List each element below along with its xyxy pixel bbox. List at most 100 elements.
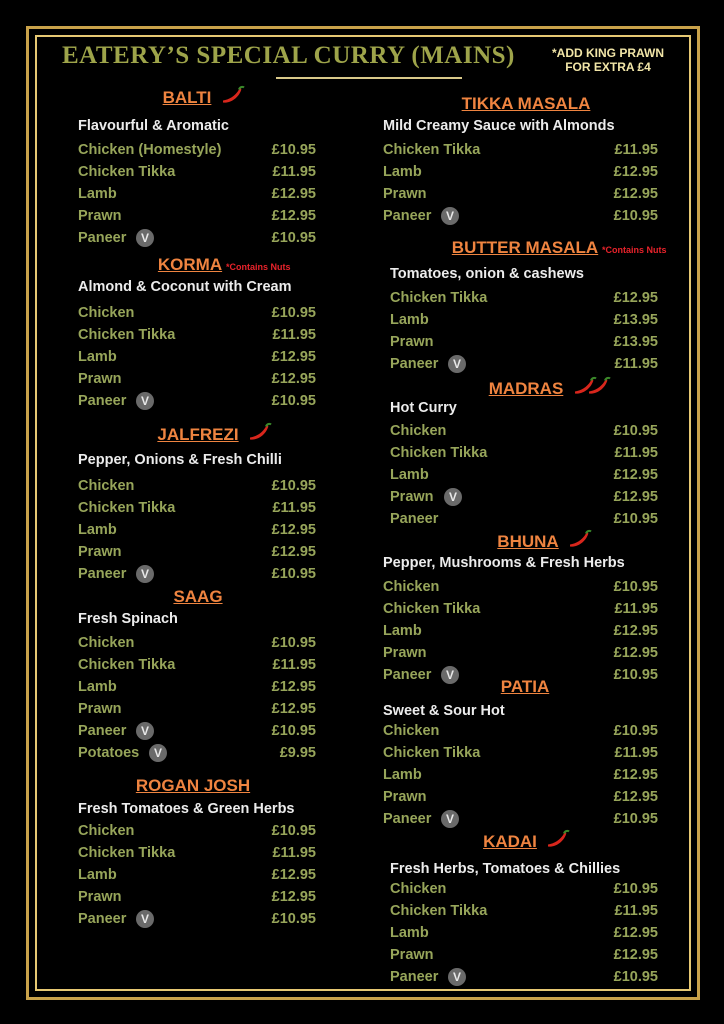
item-price: £12.95	[613, 645, 658, 661]
item-name: Lamb	[78, 349, 117, 365]
section-heading: KADAI	[483, 832, 537, 851]
item-price: £12.95	[613, 767, 658, 783]
item-price: £10.95	[271, 823, 316, 839]
section-heading: BHUNA	[497, 532, 559, 551]
item-price: £12.95	[613, 290, 658, 306]
veg-badge: V	[444, 488, 462, 506]
item-name: Chicken	[78, 635, 135, 651]
item-price: £9.95	[279, 745, 316, 761]
item-price: £12.95	[613, 186, 658, 202]
item-name: Paneer	[78, 566, 127, 582]
item-name: Prawn	[383, 645, 427, 661]
section-heading: TIKKA MASALA	[461, 94, 591, 113]
item-price: £11.95	[272, 327, 316, 343]
item-name: Chicken	[78, 478, 135, 494]
item-name: Paneer	[383, 811, 432, 827]
chilli-icon	[247, 422, 273, 448]
item-price: £11.95	[272, 845, 316, 861]
item-price: £10.95	[613, 423, 658, 439]
item-name: Prawn	[390, 489, 434, 505]
item-price: £10.95	[613, 881, 658, 897]
item-price: £10.95	[271, 566, 316, 582]
veg-badge: V	[149, 744, 167, 762]
section-heading: SAAG	[173, 587, 223, 606]
king-prawn-note: *ADD KING PRAWN FOR EXTRA £4	[548, 46, 668, 74]
item-price: £10.95	[271, 393, 316, 409]
item-price: £11.95	[614, 356, 658, 372]
item-name: Paneer	[383, 208, 432, 224]
item-name: Chicken Tikka	[383, 601, 481, 617]
item-price: £12.95	[271, 371, 316, 387]
item-name: Lamb	[390, 925, 429, 941]
section-subtitle: Fresh Tomatoes & Green Herbs	[78, 801, 295, 817]
section-heading: BUTTER MASALA	[451, 238, 599, 257]
item-name: Chicken Tikka	[390, 903, 488, 919]
outer-frame	[26, 26, 700, 1000]
item-name: Chicken Tikka	[390, 445, 488, 461]
item-name: Lamb	[78, 186, 117, 202]
item-price: £12.95	[613, 947, 658, 963]
item-name: Lamb	[383, 767, 422, 783]
section-heading: PATIA	[500, 677, 550, 696]
item-name: Prawn	[383, 186, 427, 202]
item-price: £11.95	[614, 745, 658, 761]
item-name: Chicken Tikka	[78, 657, 176, 673]
item-price: £12.95	[271, 186, 316, 202]
item-name: Prawn	[78, 544, 122, 560]
item-name: Paneer	[390, 356, 439, 372]
section-subtitle: Mild Creamy Sauce with Almonds	[383, 118, 615, 134]
item-name: Chicken Tikka	[78, 845, 176, 861]
item-name: Chicken	[78, 305, 135, 321]
item-price: £10.95	[271, 478, 316, 494]
item-name: Chicken Tikka	[78, 327, 176, 343]
item-price: £10.95	[613, 811, 658, 827]
item-price: £12.95	[271, 349, 316, 365]
section-subtitle: Hot Curry	[390, 400, 457, 416]
item-name: Chicken	[383, 579, 440, 595]
item-name: Paneer	[78, 911, 127, 927]
item-name: Prawn	[78, 371, 122, 387]
veg-badge: V	[136, 229, 154, 247]
nuts-note: *Contains Nuts	[226, 262, 291, 272]
item-price: £12.95	[271, 679, 316, 695]
item-price: £13.95	[613, 312, 658, 328]
item-name: Paneer	[383, 667, 432, 683]
chilli-icon	[567, 529, 593, 555]
item-price: £12.95	[271, 522, 316, 538]
item-price: £12.95	[613, 467, 658, 483]
item-name: Lamb	[78, 679, 117, 695]
section-subtitle: Flavourful & Aromatic	[78, 118, 229, 134]
item-price: £12.95	[271, 544, 316, 560]
section-subtitle: Almond & Coconut with Cream	[78, 279, 292, 295]
veg-badge: V	[448, 968, 466, 986]
item-price: £10.95	[613, 511, 658, 527]
chilli-icon	[586, 376, 612, 402]
item-name: Chicken	[390, 423, 447, 439]
item-price: £11.95	[614, 903, 658, 919]
chilli-icon	[545, 829, 571, 855]
item-name: Paneer	[78, 230, 127, 246]
item-name: Chicken Tikka	[78, 164, 176, 180]
item-name: Chicken	[390, 881, 447, 897]
veg-badge: V	[136, 722, 154, 740]
item-name: Paneer	[390, 969, 439, 985]
item-price: £10.95	[271, 230, 316, 246]
item-name: Paneer	[390, 511, 439, 527]
menu-title: EATERY’S SPECIAL CURRY (MAINS)	[62, 42, 515, 69]
item-name: Prawn	[390, 947, 434, 963]
item-price: £11.95	[272, 164, 316, 180]
item-name: Paneer	[78, 393, 127, 409]
veg-badge: V	[441, 810, 459, 828]
title-underline	[276, 77, 462, 79]
item-name: Chicken	[383, 723, 440, 739]
item-price: £11.95	[614, 445, 658, 461]
item-name: Chicken	[78, 823, 135, 839]
item-name: Prawn	[78, 889, 122, 905]
item-price: £12.95	[271, 867, 316, 883]
section-heading: BALTI	[162, 88, 212, 107]
item-name: Prawn	[78, 208, 122, 224]
item-name: Potatoes	[78, 745, 140, 761]
veg-badge: V	[136, 392, 154, 410]
item-name: Lamb	[78, 522, 117, 538]
